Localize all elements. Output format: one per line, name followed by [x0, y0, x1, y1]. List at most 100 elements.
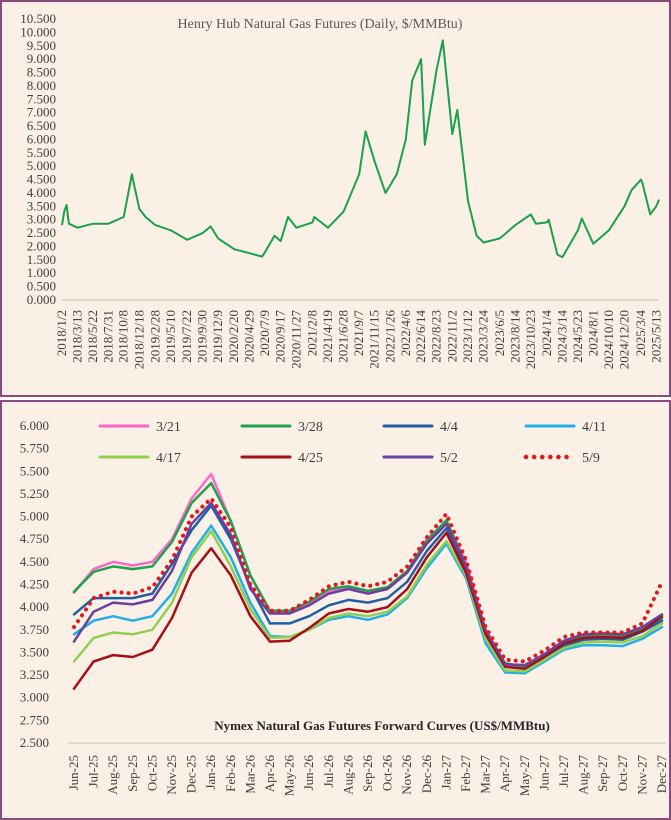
forward-curves-chart: 2.500 2.750 3.000 3.250 3.500 3.750 4.000 4.250… [20, 418, 669, 797]
x-tick-label: 2018/3/13 [69, 310, 84, 363]
x-tick-label: 2019/7/22 [179, 310, 194, 363]
x-tick-label: Nov-27 [634, 755, 649, 795]
y-tick-label: 3.250 [20, 667, 49, 682]
y-tick-label: 6.000 [27, 131, 56, 146]
y-tick-label: 5.000 [20, 509, 49, 524]
x-tick-label: 2020/4/29 [242, 310, 257, 363]
series-line-4-11 [72, 524, 664, 675]
x-tick-label: 2025/3/4 [633, 310, 648, 357]
legend-label: 5/2 [440, 451, 458, 466]
legend-label: 5/9 [582, 451, 600, 466]
x-tick-label: 2023/1/12 [460, 310, 475, 363]
x-tick-label: 2021/2/8 [305, 310, 320, 356]
henry-hub-chart: 0.0000.5001.0001.5002.0002.5003.0003.500… [20, 11, 663, 369]
y-tick-label: 0.500 [27, 279, 56, 294]
x-tick-label: 2023/6/5 [492, 310, 507, 356]
x-tick-label: 2021/4/19 [320, 310, 335, 363]
y-tick-label: 2.500 [27, 225, 56, 240]
x-tick-label: 2024/12/20 [617, 310, 632, 369]
x-tick-label: 2022/1/26 [382, 310, 397, 363]
y-tick-label: 8.000 [27, 78, 56, 93]
x-tick-label: 2023/8/14 [507, 310, 522, 363]
y-tick-label: 10.000 [20, 24, 56, 39]
x-tick-label: 2024/3/14 [554, 310, 569, 363]
henry-hub-chart-panel: 0.000 0.500 1.000 1.500 2.000 2.500 3.000 3.500… [0, 0, 671, 397]
forward-curves-chart-panel: 2.500 2.750 3.000 3.250 3.500 3.750 4.000 4.250… [0, 400, 671, 820]
y-tick-label: 9.000 [27, 51, 56, 66]
y-tick-label: 2.500 [20, 735, 49, 750]
x-tick-label: Dec-26 [419, 755, 434, 794]
y-tick-label: 7.000 [27, 105, 56, 120]
x-tick-label: Nov-25 [164, 755, 179, 795]
y-tick-label: 2.000 [27, 238, 56, 253]
x-tick-label: 2023/3/24 [476, 310, 491, 363]
x-tick-label: Mar-27 [478, 755, 493, 794]
legend-label: 3/21 [156, 420, 181, 435]
y-tick-label: 3.500 [27, 198, 56, 213]
y-tick-label: 2.750 [20, 712, 49, 727]
x-tick-label: 2025/5/13 [648, 310, 663, 363]
x-tick-label: 2024/1/4 [539, 310, 554, 357]
y-tick-label: 4.000 [20, 599, 49, 614]
x-tick-label: Apr-27 [497, 755, 512, 793]
x-tick-label: 2022/4/6 [398, 310, 413, 357]
x-tick-label: Jun-26 [301, 755, 316, 791]
x-tick-label: 2021/11/15 [366, 310, 381, 369]
y-tick-label: 3.750 [20, 622, 49, 637]
legend-label: 3/28 [298, 420, 323, 435]
legend-label: 4/25 [298, 451, 323, 466]
x-tick-label: 2023/10/23 [523, 310, 538, 369]
x-tick-label: 2019/12/9 [210, 310, 225, 363]
x-tick-label: Mar-26 [242, 755, 257, 794]
x-tick-label: Jun-25 [66, 755, 81, 790]
series-line-5-2 [72, 501, 664, 667]
y-tick-label: 10.500 [20, 11, 56, 26]
henry-hub-price-line [61, 39, 660, 259]
x-tick-label: 2018/12/18 [131, 310, 146, 369]
x-tick-label: 2020/2/20 [226, 310, 241, 363]
series-line-5-9 [72, 496, 664, 664]
y-tick-label: 4.250 [20, 577, 49, 592]
y-tick-label: 6.500 [27, 118, 56, 133]
x-tick-label: 2019/9/30 [195, 310, 210, 363]
y-tick-label: 5.500 [20, 463, 49, 478]
x-tick-label: May-27 [517, 755, 532, 797]
x-tick-label: Aug-27 [576, 755, 591, 795]
y-tick-label: 4.500 [20, 554, 49, 569]
y-tick-label: 4.500 [27, 172, 56, 187]
x-tick-label: 2020/11/27 [288, 310, 303, 369]
y-tick-label: 1.500 [27, 252, 56, 267]
x-tick-label: 2019/5/10 [163, 310, 178, 363]
x-tick-label: 2019/2/28 [147, 310, 162, 363]
y-tick-label: 5.500 [27, 145, 56, 160]
x-tick-label: Jul-27 [556, 755, 571, 788]
x-tick-label: Oct-26 [380, 755, 395, 792]
x-tick-label: Dec-27 [654, 755, 669, 794]
x-tick-label: 2018/7/31 [100, 310, 115, 363]
x-tick-label: Apr-26 [262, 755, 277, 793]
x-tick-label: May-26 [282, 755, 297, 797]
x-tick-label: 2021/9/7 [351, 310, 366, 357]
y-tick-label: 3.000 [27, 212, 56, 227]
x-tick-label: 2022/11/2 [444, 310, 459, 362]
y-tick-label: 3.000 [20, 690, 49, 705]
x-tick-label: Sep-25 [125, 755, 140, 792]
legend-label: 4/4 [440, 420, 458, 435]
x-tick-label: Jun-27 [536, 755, 551, 791]
x-tick-label: Oct-27 [615, 755, 630, 792]
x-tick-label: 2020/9/17 [273, 310, 288, 363]
series-line-4-25 [72, 531, 664, 690]
x-tick-label: Oct-25 [144, 755, 159, 791]
y-tick-label: 4.000 [27, 185, 56, 200]
series-line-3-28 [72, 481, 664, 669]
x-tick-label: 2022/6/14 [413, 310, 428, 363]
y-tick-label: 5.000 [27, 158, 56, 173]
y-tick-label: 5.250 [20, 486, 49, 501]
x-tick-label: Jan-26 [203, 755, 218, 790]
legend-label: 4/11 [582, 420, 606, 435]
series-line-4-4 [72, 504, 664, 673]
legend-label: 4/17 [156, 451, 181, 466]
y-tick-label: 7.500 [27, 91, 56, 106]
y-tick-label: 0.000 [27, 292, 56, 307]
x-tick-label: 2018/10/8 [116, 310, 131, 363]
